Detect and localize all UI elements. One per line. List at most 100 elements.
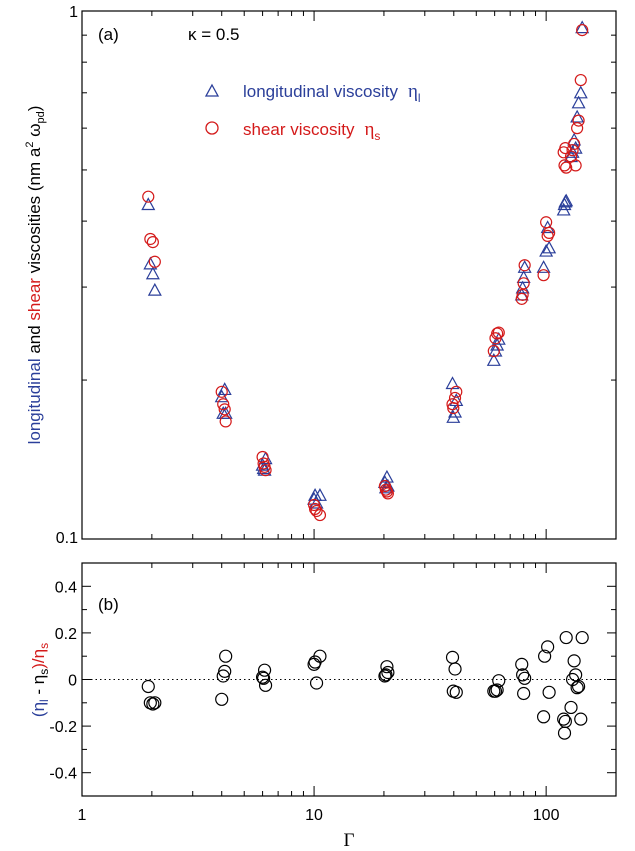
- panel-b-ylabel: (ηl - ηs)/ηs: [29, 643, 51, 717]
- difference-point: [381, 665, 395, 680]
- x-tick-label: 10: [305, 807, 323, 824]
- shear-point: [146, 236, 159, 249]
- shear-point: [142, 190, 155, 203]
- shear-point: [491, 327, 504, 340]
- difference-point: [541, 640, 555, 654]
- shear-point: [446, 398, 459, 411]
- difference-point: [215, 692, 229, 706]
- shear-point: [518, 259, 531, 272]
- difference-point: [490, 683, 504, 697]
- panel-b-points: [141, 630, 589, 740]
- difference-point: [575, 630, 589, 645]
- shear-point: [310, 504, 323, 518]
- difference-point: [559, 630, 573, 645]
- longitudinal-point: [141, 197, 156, 211]
- difference-point: [148, 696, 162, 710]
- shear-point: [566, 144, 579, 157]
- difference-point: [515, 657, 529, 671]
- x-axis-label: Γ: [344, 830, 355, 851]
- difference-point: [517, 686, 531, 701]
- shear-point: [492, 326, 505, 339]
- difference-point: [146, 697, 160, 711]
- longitudinal-point: [573, 85, 588, 99]
- difference-point: [380, 660, 394, 674]
- difference-point: [309, 676, 324, 690]
- difference-point: [492, 674, 506, 688]
- shear-point: [560, 161, 573, 174]
- y-tick-label: -0.2: [49, 719, 77, 736]
- panel-a-ylabel: longitudinal and shear viscosities (nm a…: [24, 106, 47, 445]
- longitudinal-point: [217, 382, 232, 396]
- y-tick-label: 0.1: [56, 530, 78, 547]
- shear-point: [313, 508, 327, 522]
- shear-point: [516, 288, 529, 301]
- difference-point: [448, 662, 462, 676]
- shear-point: [576, 24, 589, 37]
- difference-point: [219, 649, 233, 663]
- difference-point: [379, 668, 393, 682]
- shear-point: [256, 450, 269, 464]
- y-tick-label: 1: [69, 4, 78, 21]
- panel-a-label: (a): [98, 25, 119, 44]
- difference-point: [449, 685, 463, 699]
- legend-circle-marker: [205, 121, 219, 135]
- shear-point: [380, 485, 394, 498]
- shear-point: [568, 137, 581, 151]
- shear-point: [381, 487, 394, 500]
- difference-point: [255, 670, 270, 684]
- difference-point: [445, 650, 460, 664]
- legend: longitudinal viscosity ηl shear viscosity…: [204, 81, 421, 143]
- longitudinal-point: [571, 95, 586, 109]
- shear-point: [517, 277, 530, 290]
- longitudinal-point: [539, 243, 554, 257]
- shear-point: [217, 398, 230, 411]
- longitudinal-point: [536, 260, 551, 273]
- panel-b-ticks: [81, 563, 617, 796]
- shear-point: [215, 385, 228, 398]
- difference-point: [257, 663, 272, 677]
- longitudinal-point: [567, 132, 582, 146]
- longitudinal-point: [486, 353, 501, 366]
- shear-point: [144, 232, 157, 246]
- difference-point: [313, 649, 327, 663]
- difference-point: [542, 685, 556, 699]
- difference-point: [536, 710, 551, 724]
- difference-point: [572, 679, 586, 694]
- shear-point: [543, 226, 556, 239]
- difference-point: [564, 700, 578, 715]
- legend-longitudinal-label: longitudinal viscosity ηl: [243, 81, 421, 105]
- difference-point: [218, 664, 232, 678]
- longitudinal-point: [542, 240, 557, 254]
- longitudinal-point: [449, 393, 464, 407]
- kappa-annotation: κ = 0.5: [188, 25, 240, 44]
- difference-point: [258, 678, 273, 692]
- longitudinal-point: [516, 270, 531, 283]
- x-tick-label: 100: [533, 807, 560, 824]
- shear-point: [572, 114, 585, 127]
- difference-point: [557, 712, 571, 726]
- shear-point: [537, 269, 550, 282]
- longitudinal-point: [570, 109, 585, 123]
- difference-point: [567, 654, 581, 668]
- difference-point: [256, 671, 271, 685]
- x-tick-label: 1: [78, 807, 87, 824]
- difference-point: [141, 679, 155, 694]
- shear-point: [571, 122, 584, 135]
- shear-point: [219, 415, 232, 428]
- difference-point: [570, 681, 584, 695]
- y-tick-label: 0.2: [55, 626, 77, 643]
- shear-point: [148, 255, 161, 268]
- panel-b-label: (b): [98, 595, 119, 614]
- legend-triangle-marker: [204, 83, 220, 97]
- longitudinal-point: [143, 256, 158, 270]
- shear-point: [450, 385, 463, 398]
- difference-point: [516, 668, 530, 682]
- panel-a-points: [141, 20, 590, 522]
- shear-point: [487, 344, 500, 358]
- difference-point: [518, 671, 532, 685]
- y-tick-label: 0: [68, 673, 77, 690]
- difference-point: [378, 669, 392, 683]
- longitudinal-point: [575, 20, 590, 34]
- longitudinal-point: [559, 193, 574, 207]
